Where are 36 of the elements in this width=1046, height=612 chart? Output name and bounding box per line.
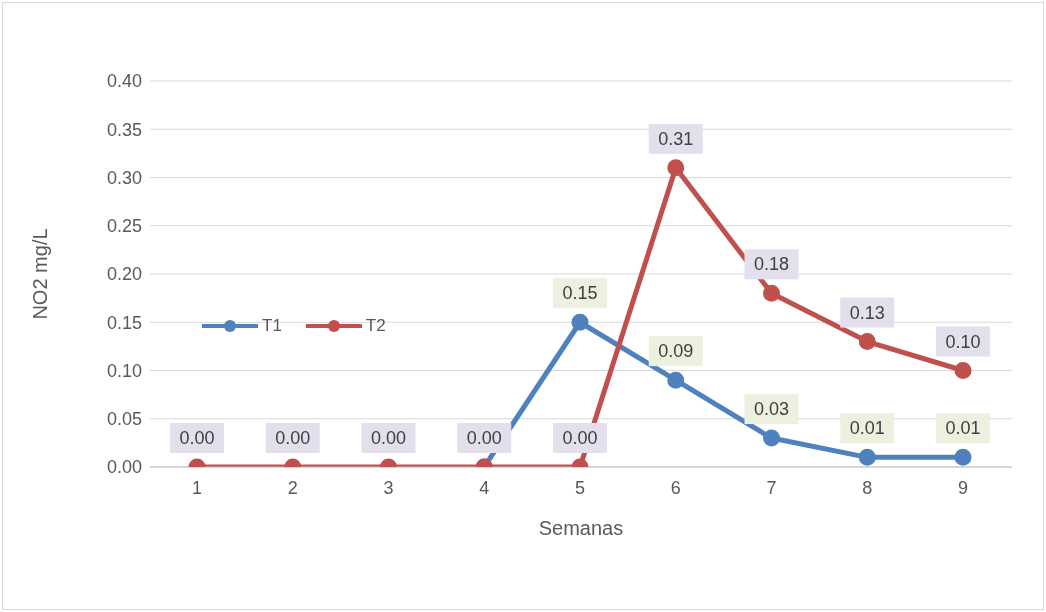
x-tick-label: 5	[574, 477, 586, 498]
data-label: 0.03	[753, 399, 790, 420]
data-label: 0.00	[370, 428, 407, 448]
legend-label: T2	[365, 316, 386, 336]
data-label: 0.00	[466, 428, 502, 448]
data-label: 0.01	[849, 418, 885, 439]
y-tick-label: 0.25	[106, 216, 142, 237]
x-tick-label: 6	[670, 477, 681, 498]
data-label: 0.00	[179, 428, 215, 448]
y-axis-title: NO2 mg/L	[29, 228, 52, 320]
data-label: 0.01	[945, 418, 981, 439]
y-tick-label: 0.40	[106, 71, 142, 92]
y-tick-label: 0.20	[106, 264, 142, 285]
data-label: 0.31	[658, 128, 694, 149]
data-label: 0.15	[562, 283, 598, 304]
y-tick-label: 0.10	[106, 360, 142, 381]
data-label: 0.13	[849, 302, 885, 323]
x-tick-label: 1	[191, 477, 203, 498]
legend-label: T1	[262, 316, 282, 336]
x-tick-label: 3	[383, 477, 394, 498]
y-tick-label: 0.15	[106, 312, 142, 333]
data-label: 0.10	[945, 331, 981, 352]
x-tick-label: 8	[862, 477, 873, 498]
x-axis-title: Semanas	[538, 517, 624, 539]
x-tick-label: 7	[766, 477, 777, 498]
data-label: 0.00	[562, 428, 598, 448]
x-tick-label: 9	[957, 477, 969, 498]
y-tick-label: 0.05	[106, 409, 142, 430]
data-label: 0.18	[753, 254, 790, 275]
x-tick-label: 4	[479, 477, 490, 498]
x-tick-label: 2	[287, 477, 298, 498]
data-label: 0.09	[658, 341, 694, 362]
y-tick-label: 0.35	[106, 119, 142, 140]
data-label: 0.00	[275, 428, 311, 448]
y-tick-label: 0.30	[106, 167, 142, 188]
y-tick-label: 0.00	[106, 457, 142, 478]
